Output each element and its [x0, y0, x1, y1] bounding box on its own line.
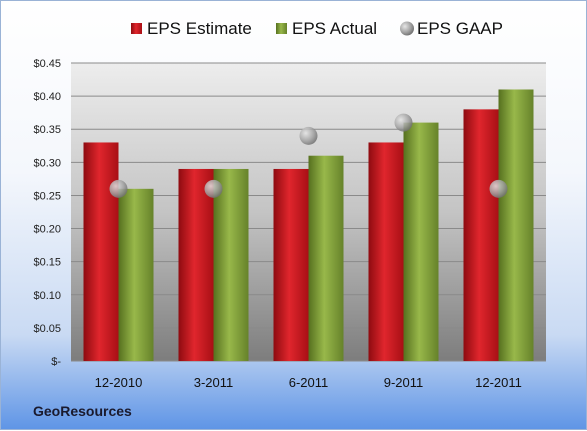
gaap-marker [394, 113, 413, 132]
y-tick-label: $0.40 [33, 91, 61, 103]
estimate-bar [368, 142, 404, 361]
company-name: GeoResources [33, 403, 132, 419]
x-tick-label: 12-2011 [475, 375, 522, 390]
estimate-bar [178, 168, 214, 361]
gaap-marker [204, 179, 223, 198]
legend-swatch [131, 23, 142, 34]
estimate-bar [83, 142, 119, 361]
x-tick-label: 9-2011 [384, 375, 424, 390]
legend-label: EPS GAAP [417, 19, 503, 38]
x-tick-label: 3-2011 [194, 375, 234, 390]
legend-label: EPS Estimate [147, 19, 252, 38]
legend-swatch [276, 23, 287, 34]
y-tick-label: $0.05 [33, 323, 61, 335]
y-tick-label: $0.20 [33, 224, 61, 236]
legend-swatch [400, 21, 414, 36]
legend-label: EPS Actual [292, 19, 377, 38]
y-axis: $- $0.05 $0.10 $0.15 $0.20 $0.25 $0.30 $0.35 $0.… [33, 58, 61, 368]
y-tick-label: $0.25 [33, 190, 61, 202]
actual-bar [213, 168, 249, 361]
bars [83, 89, 534, 361]
x-tick-label: 6-2011 [289, 375, 329, 390]
legend: EPS Estimate EPS Actual EPS GAAP [131, 19, 503, 38]
estimate-bar [463, 109, 499, 361]
gaap-marker [489, 179, 508, 198]
estimate-bar [273, 168, 309, 361]
actual-bar [308, 155, 344, 361]
gaap-marker [109, 179, 128, 198]
x-axis: 12-2010 3-2011 6-2011 9-2011 12-2011 [95, 375, 522, 390]
y-tick-label: $0.35 [33, 124, 61, 136]
y-tick-label: $0.10 [33, 290, 61, 302]
y-tick-label: $- [51, 356, 61, 368]
y-tick-label: $0.15 [33, 257, 61, 269]
actual-bar [118, 188, 154, 361]
y-tick-label: $0.45 [33, 58, 61, 70]
x-tick-label: 12-2010 [95, 375, 143, 390]
gaap-markers [109, 113, 508, 198]
y-tick-label: $0.30 [33, 157, 61, 169]
actual-bar [498, 89, 534, 361]
actual-bar [403, 122, 439, 361]
gaap-marker [299, 126, 318, 145]
